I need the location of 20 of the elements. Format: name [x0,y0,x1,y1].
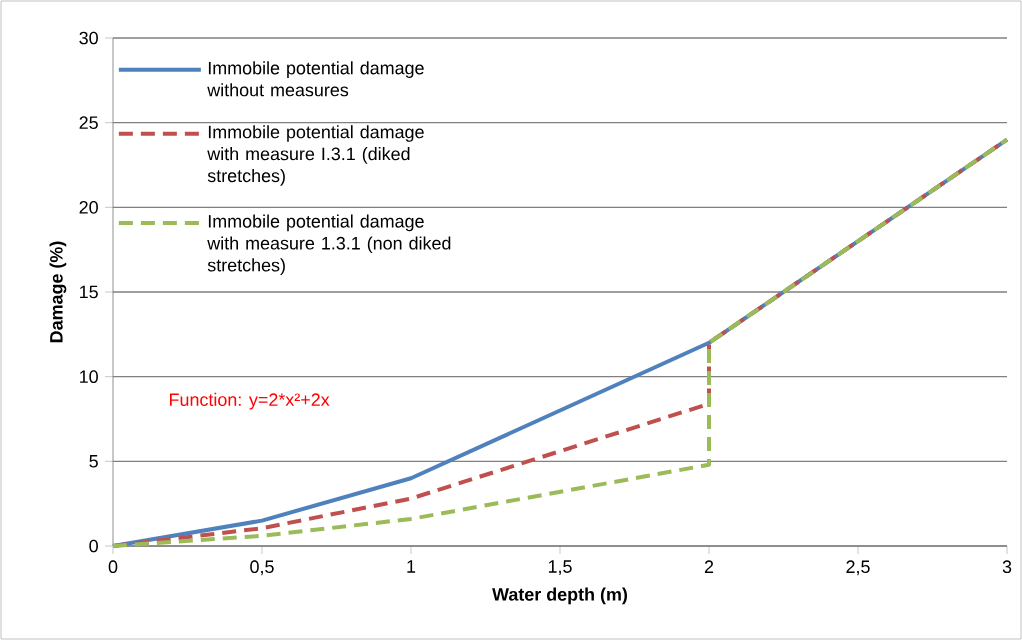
y-tick-label: 10 [80,370,98,384]
x-tick-label: 3 [1002,560,1012,574]
legend-label: Immobile potential damage with measure I.3.1 (diked stretches) [207,125,424,186]
x-tick-label: 1 [407,560,416,573]
y-axis-title: Damage (%) [49,241,67,343]
x-tick-label: 1,5 [548,560,572,575]
y-tick-label: 25 [79,116,98,130]
x-tick-label: 0,5 [250,560,274,576]
x-axis-title: Water depth (m) [492,587,628,605]
y-tick-label: 30 [79,31,98,45]
annotation: Function: y=2*x²+2x [170,392,330,410]
x-tick-label: 0 [108,560,118,574]
y-tick-label: 20 [79,200,98,214]
legend-label: Immobile potential damage without measures [207,61,424,97]
y-tick-label: 0 [89,539,98,553]
x-tick-label: 2,5 [846,560,870,576]
y-tick-label: 15 [80,285,98,299]
x-tick-label: 2 [704,560,714,573]
legend-label: Immobile potential damage with measure 1.3.1 (non diked stretches) [207,214,451,276]
y-tick-label: 5 [89,455,98,468]
